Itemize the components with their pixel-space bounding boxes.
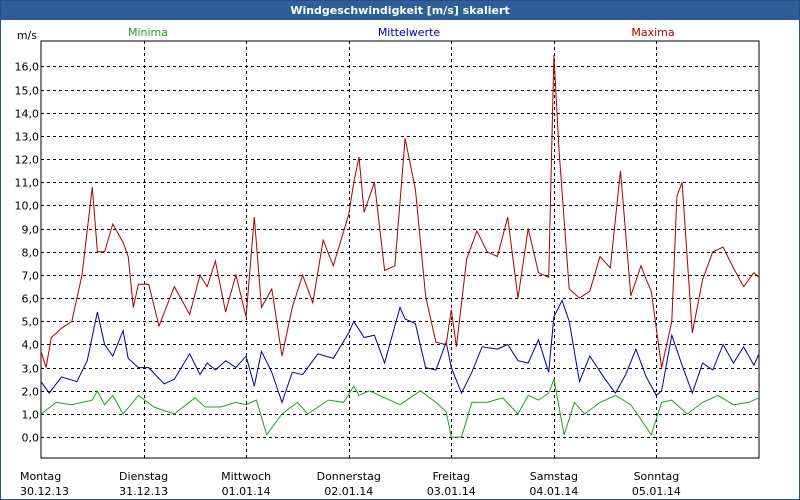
legend-entry-minima: Minima — [128, 26, 168, 39]
y-tick-label: 2,0 — [22, 386, 40, 399]
y-tick-label: 11,0 — [15, 177, 40, 190]
x-tick-day-label: Dienstag — [119, 470, 168, 483]
y-axis-label: m/s — [17, 29, 37, 42]
y-tick-label: 9,0 — [22, 224, 40, 237]
x-tick-date-label: 04.01.14 — [529, 485, 578, 498]
plot-area — [40, 40, 760, 459]
x-tick-date-label: 03.01.14 — [427, 485, 476, 498]
y-tick-label: 7,0 — [22, 270, 40, 283]
y-tick-label: 4,0 — [22, 339, 40, 352]
y-tick-label: 0,0 — [22, 432, 40, 445]
x-tick-date-label: 01.01.14 — [222, 485, 271, 498]
y-tick-label: 13,0 — [15, 131, 40, 144]
y-tick-label: 15,0 — [15, 85, 40, 98]
x-tick-day-label: Mittwoch — [221, 470, 271, 483]
y-tick-label: 1,0 — [22, 409, 40, 422]
x-tick-date-label: 05.01.14 — [632, 485, 681, 498]
legend-entry-mittelwerte: Mittelwerte — [378, 26, 441, 39]
x-tick-date-label: 02.01.14 — [324, 485, 373, 498]
window-title: Windgeschwindigkeit [m/s] skaliert — [1, 1, 799, 20]
y-tick-label: 3,0 — [22, 363, 40, 376]
x-tick-date-label: 31.12.13 — [119, 485, 168, 498]
y-tick-label: 6,0 — [22, 293, 40, 306]
y-tick-label: 5,0 — [22, 316, 40, 329]
x-tick-day-label: Donnerstag — [317, 470, 381, 483]
series-line-mittelwerte — [40, 299, 760, 404]
x-tick-day-label: Samstag — [530, 470, 578, 483]
y-tick-label: 8,0 — [22, 247, 40, 260]
series-line-minima — [40, 377, 760, 438]
x-tick-date-label: 30.12.13 — [20, 485, 69, 498]
series-line-maxima — [40, 54, 760, 368]
x-tick-day-label: Freitag — [432, 470, 470, 483]
y-tick-label: 12,0 — [15, 154, 40, 167]
y-tick-label: 16,0 — [15, 61, 40, 74]
x-tick-day-label: Montag — [20, 470, 61, 483]
x-tick-day-label: Sonntag — [634, 470, 680, 483]
y-tick-label: 14,0 — [15, 108, 40, 121]
y-tick-label: 10,0 — [15, 200, 40, 213]
legend-entry-maxima: Maxima — [631, 26, 674, 39]
